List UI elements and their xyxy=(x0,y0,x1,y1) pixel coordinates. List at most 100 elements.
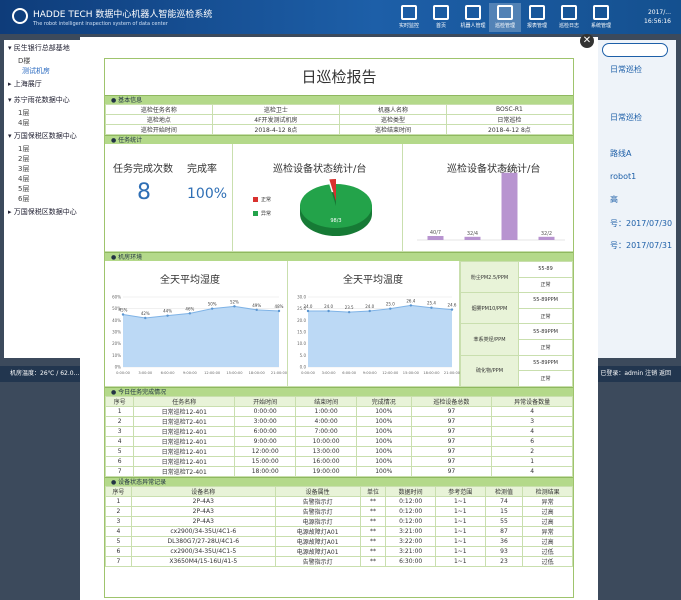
x-tick-label: 12:00:00 xyxy=(204,371,221,375)
nav-monitor[interactable]: 实时监控 xyxy=(393,3,425,32)
table-cell: ** xyxy=(359,536,387,547)
y-tick-label: 30% xyxy=(112,330,121,335)
table-cell: cx2900/34-35U/4C1-6 xyxy=(130,526,276,537)
sidebar-group[interactable]: ▾ 民生银行总部基地 xyxy=(8,44,70,52)
pm-status: 正常 xyxy=(518,276,573,294)
sidebar-item[interactable]: 4层 xyxy=(18,175,30,183)
nav-settings[interactable]: 系统管理 xyxy=(585,3,617,32)
temperature-chart: 0.0 5.0 10.0 15.0 20.0 25.0 30.0 24.0 0:00:00 24.… xyxy=(297,295,460,376)
table-row: 6 日常巡检12-401 15:00:00 16:00:00 100% 97 1 xyxy=(104,456,573,467)
pm-status: 正常 xyxy=(518,307,573,325)
nav-label: 实时监控 xyxy=(398,23,419,29)
sidebar-item[interactable]: 5层 xyxy=(18,185,30,193)
table-cell: 5 xyxy=(104,446,135,457)
table-cell: 16:00:00 xyxy=(295,456,358,467)
sidebar-item[interactable]: 1层 xyxy=(18,145,30,153)
pie-slice xyxy=(329,179,336,201)
bar-chart-panel: 巡检设备状态统计/台 40/7 32/4 672/21 32/2 xyxy=(403,144,573,251)
table-cell: 电源故障灯A01 xyxy=(274,546,361,557)
robot-icon xyxy=(465,5,481,20)
table-cell: 97 xyxy=(410,436,493,447)
sidebar-item[interactable]: 6层 xyxy=(18,195,30,203)
section-task-stats: ● 任务统计 xyxy=(105,135,573,144)
nav-robot[interactable]: 机器人管理 xyxy=(457,3,489,32)
table-cell: 3:00:00 xyxy=(234,416,297,427)
pm-status: 正常 xyxy=(518,370,573,387)
detail-value: 高 xyxy=(610,195,618,204)
sidebar-item[interactable]: 2层 xyxy=(18,155,30,163)
detail-value: 号：2017/07/31 xyxy=(610,241,673,250)
nav-label: 报表管理 xyxy=(526,23,547,29)
nav-label: 机器人管理 xyxy=(460,23,486,29)
settings-icon xyxy=(593,5,609,20)
area-fill xyxy=(308,305,452,367)
table-cell: 3:22:00 xyxy=(385,536,436,547)
detail-value: robot1 xyxy=(610,172,637,181)
table-row: 5 DL380G7/27-28U/4C1-6 电源故障灯A01 ** 3:22:00 1~… xyxy=(105,536,573,547)
table-row: 苯系类烃/PPM 55-89PPM xyxy=(460,323,573,356)
pie-legend-abnormal: 异常 xyxy=(253,210,271,217)
nav-home[interactable]: 首页 xyxy=(425,3,457,32)
table-cell: 巡检类型 xyxy=(339,114,447,125)
table-cell: 19:00:00 xyxy=(295,466,358,477)
x-tick-label: 3:00:00 xyxy=(138,371,153,375)
point-label: 48% xyxy=(275,304,284,309)
table-cell: 12:00:00 xyxy=(234,446,297,457)
table-cell: 13:00:00 xyxy=(295,446,358,457)
column-header: 参考范围 xyxy=(434,486,486,497)
y-tick-label: 10.0 xyxy=(297,341,306,346)
pm-value: 55-89 xyxy=(518,261,573,278)
table-cell: 巡检任务名称 xyxy=(105,104,213,115)
sidebar-group[interactable]: ▾ 万国保税区数据中心 xyxy=(8,132,77,140)
sidebar-group[interactable]: ▾ 苏宁雨花数据中心 xyxy=(8,96,70,104)
table-cell: 机器人名称 xyxy=(339,104,447,115)
table-row: 5 日常巡检12-401 12:00:00 13:00:00 100% 97 2 xyxy=(104,446,573,457)
pm-label: 烟雾PM10/PPM xyxy=(460,292,519,325)
clock-date: 2017/... xyxy=(647,9,671,16)
data-point xyxy=(368,309,371,313)
table-cell: 97 xyxy=(410,456,493,467)
x-tick-label: 15:00:00 xyxy=(403,371,420,375)
nav-inspection[interactable]: 巡检管理 xyxy=(489,3,521,32)
table-cell: 100% xyxy=(356,416,412,427)
sidebar-item[interactable]: 3层 xyxy=(18,165,30,173)
point-label: 25.0 xyxy=(386,302,395,307)
column-header: 巡检设备总数 xyxy=(410,396,493,407)
sidebar-item[interactable]: 1层 xyxy=(18,109,30,117)
table-cell: 23 xyxy=(484,556,524,567)
nav-report[interactable]: 报表管理 xyxy=(521,3,553,32)
nav-log[interactable]: 巡检日志 xyxy=(553,3,585,32)
x-tick-label: 3:00:00 xyxy=(322,371,337,375)
sidebar-group[interactable]: ▸ 万国保税区数据中心 xyxy=(8,208,77,216)
x-tick-label: 0:00:00 xyxy=(301,371,316,375)
point-label: 50% xyxy=(208,302,217,307)
table-cell: 日常巡检12-401 xyxy=(133,436,236,447)
table-cell: 100% xyxy=(356,436,412,447)
table-cell: BOSC-R1 xyxy=(445,104,574,115)
close-icon[interactable]: ✕ xyxy=(580,34,594,48)
data-point xyxy=(233,305,236,308)
x-tick-label: 6:00:00 xyxy=(161,371,176,375)
table-cell: 1 xyxy=(104,406,135,417)
table-cell: 15 xyxy=(484,506,524,517)
table-cell: ** xyxy=(359,556,387,567)
temperature-panel: 全天平均温度 0.0 5.0 10.0 15.0 20.0 25.0 30.0 24.0 0:0… xyxy=(288,261,460,386)
table-cell: 3:21:00 xyxy=(385,546,436,557)
detail-value: 路线A xyxy=(610,149,632,158)
table-cell: 1:00:00 xyxy=(295,406,358,417)
table-cell: 1 xyxy=(491,456,573,467)
table-row: 7 X3650M4/15-16U/41-5 告警指示灯 ** 6:30:00 1~1 23 过… xyxy=(105,556,573,567)
x-tick-label: 18:00:00 xyxy=(423,371,440,375)
table-cell: 7:00:00 xyxy=(295,426,358,437)
section-environment: ● 机房环境 xyxy=(105,252,573,261)
sidebar-item[interactable]: 测试机房 xyxy=(22,67,50,75)
search-input[interactable] xyxy=(602,43,668,57)
sidebar-item[interactable]: 4层 xyxy=(18,119,30,127)
table-row: 1 日常巡检12-401 0:00:00 1:00:00 100% 97 4 xyxy=(104,406,573,417)
table-cell: 2018-4-12 8点 xyxy=(211,124,341,135)
sidebar-item[interactable]: D楼 xyxy=(18,57,31,65)
table-cell: 巡检地点 xyxy=(105,114,213,125)
task-count-panel: 任务完成次数 完成率 8 100% xyxy=(105,144,233,251)
sidebar-group[interactable]: ▸ 上海展厅 xyxy=(8,80,42,88)
table-cell: 告警指示灯 xyxy=(274,506,361,517)
